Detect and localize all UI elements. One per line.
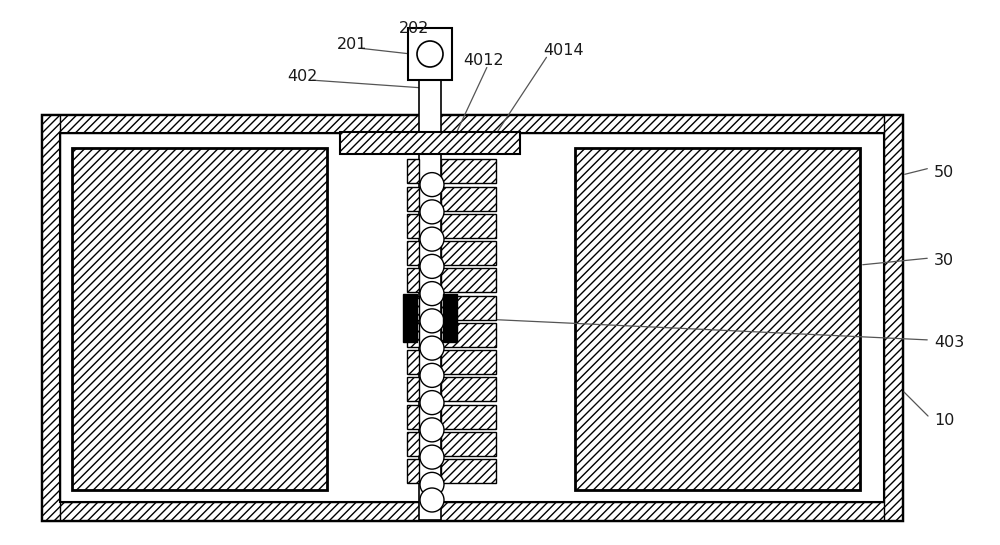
Circle shape: [420, 282, 444, 306]
Text: 4012: 4012: [464, 53, 504, 68]
Bar: [42, 115, 902, 520]
Bar: [42, 115, 60, 520]
Text: 4014: 4014: [543, 43, 584, 58]
Bar: [42, 502, 902, 520]
Circle shape: [420, 173, 444, 197]
Bar: [407, 405, 419, 429]
Bar: [441, 187, 496, 211]
Circle shape: [417, 41, 443, 67]
Circle shape: [420, 418, 444, 442]
Bar: [441, 432, 496, 456]
Text: 50: 50: [934, 165, 954, 179]
Bar: [441, 241, 496, 265]
Circle shape: [420, 309, 444, 333]
Bar: [403, 294, 417, 342]
Text: 10: 10: [934, 413, 954, 427]
Bar: [407, 187, 419, 211]
Bar: [441, 405, 496, 429]
Bar: [407, 159, 419, 183]
Bar: [407, 268, 419, 292]
Circle shape: [420, 336, 444, 360]
Bar: [443, 294, 457, 342]
Bar: [407, 296, 419, 320]
Circle shape: [420, 227, 444, 251]
Bar: [575, 148, 860, 490]
Bar: [419, 75, 441, 520]
Circle shape: [420, 391, 444, 415]
Bar: [441, 296, 496, 320]
Bar: [441, 214, 496, 238]
Circle shape: [420, 200, 444, 224]
Bar: [407, 377, 419, 401]
Text: 201: 201: [337, 37, 367, 52]
Circle shape: [420, 445, 444, 469]
Circle shape: [420, 488, 444, 512]
Bar: [441, 159, 496, 183]
Bar: [407, 323, 419, 347]
Bar: [441, 459, 496, 483]
Bar: [72, 148, 327, 490]
Bar: [407, 214, 419, 238]
Circle shape: [420, 473, 444, 496]
Bar: [441, 323, 496, 347]
Circle shape: [420, 255, 444, 278]
Bar: [340, 132, 520, 154]
Bar: [407, 432, 419, 456]
Text: 403: 403: [934, 335, 964, 349]
Bar: [407, 241, 419, 265]
Text: 30: 30: [934, 252, 954, 268]
Bar: [408, 28, 452, 80]
Text: 202: 202: [399, 21, 429, 36]
Bar: [884, 115, 902, 520]
Circle shape: [420, 364, 444, 387]
Bar: [441, 350, 496, 374]
Bar: [441, 268, 496, 292]
Bar: [407, 350, 419, 374]
Bar: [407, 459, 419, 483]
Bar: [60, 133, 884, 502]
Bar: [441, 377, 496, 401]
Bar: [42, 115, 902, 133]
Text: 402: 402: [287, 69, 317, 84]
